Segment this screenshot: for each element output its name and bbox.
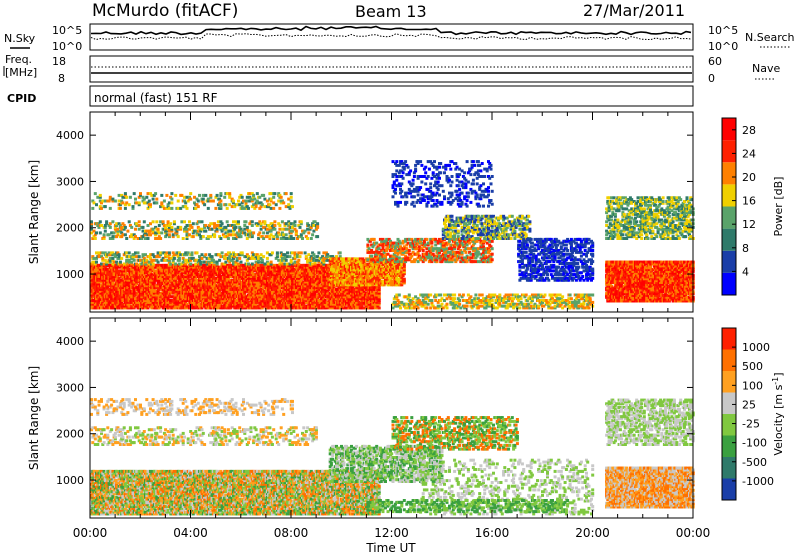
power-cell (229, 264, 232, 267)
power-cell (95, 261, 98, 264)
power-cell (221, 263, 224, 266)
nsky-label: N.Sky (4, 32, 36, 45)
power-cell (201, 257, 204, 260)
power-cell (119, 261, 122, 264)
freq-label-1: Freq. (5, 53, 32, 66)
power-cell (120, 257, 123, 260)
cpid-label: CPID (7, 92, 36, 105)
nave-label: Nave (752, 62, 780, 75)
power-cell (137, 251, 140, 254)
freq-panel (90, 56, 693, 82)
nave-tick-low: 0 (708, 72, 715, 85)
power-cell (133, 259, 136, 262)
nsky-tick-high: 10^5 (52, 24, 82, 37)
power-cell (138, 255, 141, 258)
freq-tick-high: 18 (52, 55, 66, 68)
station-title: McMurdo (fitACF) (92, 1, 238, 21)
power-cell (152, 263, 155, 266)
nsky-tick-low: 10^0 (52, 40, 82, 53)
beam-title: Beam 13 (355, 2, 427, 21)
power-cell (211, 255, 214, 258)
cpid-text: normal (fast) 151 RF (94, 91, 218, 105)
power-cell (168, 251, 171, 254)
power-cell (109, 257, 112, 260)
power-cell (189, 263, 192, 266)
power-cell (118, 253, 121, 256)
power-cell (204, 253, 207, 256)
power-cell (201, 253, 204, 256)
nsearch-label: N.Search (745, 31, 795, 44)
power-cell (196, 251, 199, 254)
freq-tick-low: 8 (58, 72, 65, 85)
power-cell (169, 263, 172, 266)
rti-figure: McMurdo (fitACF) Beam 13 27/Mar/2011 N.S… (0, 0, 800, 554)
power-cell (178, 257, 181, 260)
power-cell (157, 261, 160, 264)
nsearch-tick-high: 10^5 (708, 24, 738, 37)
freq-label-2: [MHz] (5, 66, 37, 79)
power-cell (100, 263, 103, 266)
noise-panel (90, 24, 693, 50)
power-cell (378, 306, 381, 309)
power-cell (191, 251, 194, 254)
power-cell (221, 251, 224, 254)
power-cell (128, 251, 131, 254)
power-cell (174, 263, 177, 266)
power-cell (173, 257, 176, 260)
power-cell (218, 259, 221, 262)
nave-tick-high: 60 (708, 55, 722, 68)
nsky-trace (91, 27, 691, 35)
power-cell (135, 263, 138, 266)
date-title: 27/Mar/2011 (583, 1, 685, 20)
nsearch-tick-low: 10^0 (708, 40, 738, 53)
